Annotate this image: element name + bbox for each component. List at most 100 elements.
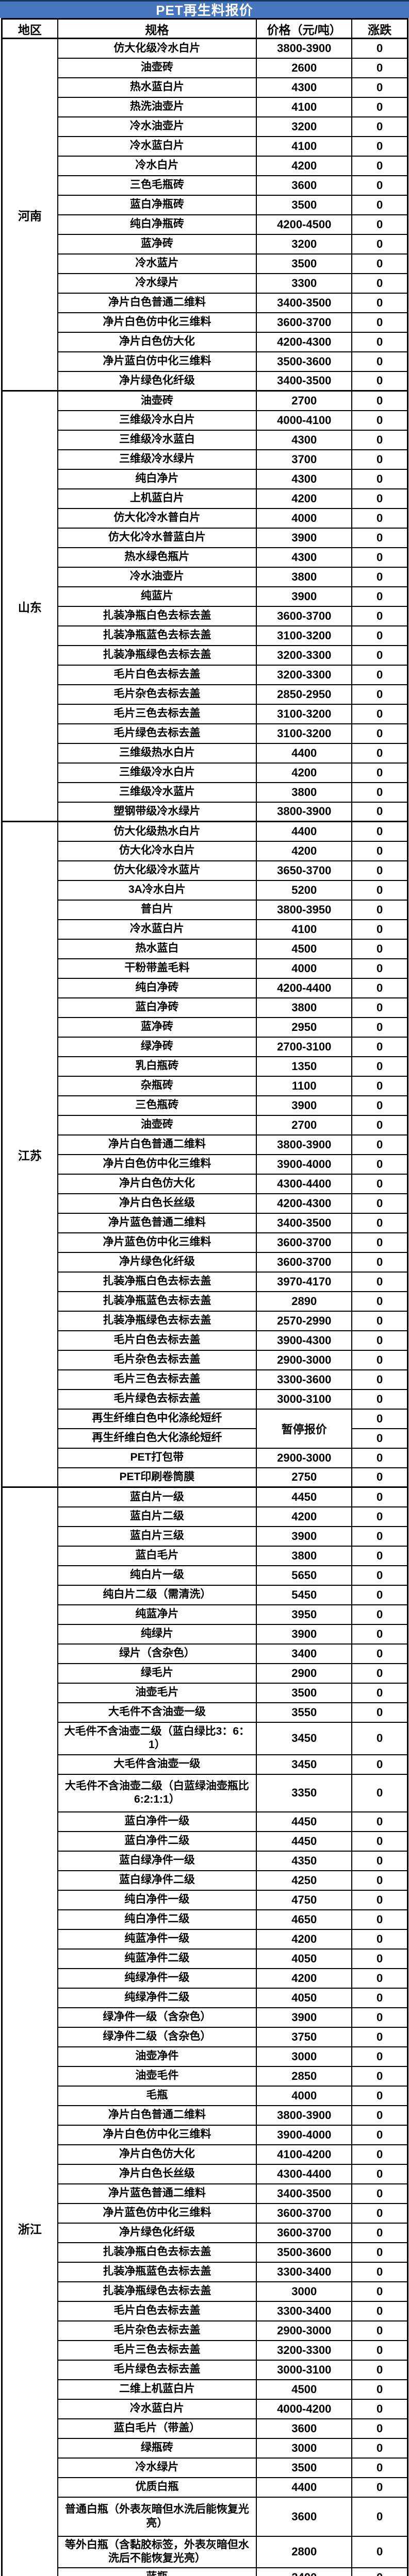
price-cell: 3800-3950 — [256, 899, 353, 920]
price-cell: 3200-3300 — [256, 664, 353, 685]
spec-cell: 净片白色普通二维料 — [57, 2105, 257, 2126]
table-row: 毛片三色去标去盖 3300-3600 0 — [2, 1369, 408, 1390]
price-cell: 2900 — [256, 1663, 353, 1684]
price-cell: 4300-4400 — [256, 2163, 353, 2184]
price-table: 地区 规格 价格（元/吨） 涨跌 河南 仿大化级冷水白片 3800-3900 0 油壶砖… — [1, 18, 408, 2576]
spec-cell: 毛片杂色去标去盖 — [57, 684, 257, 705]
change-cell: 0 — [351, 2124, 408, 2145]
spec-cell: 净片白色仿大化 — [57, 331, 257, 352]
table-row: 冷水油壶片 3200 0 — [2, 116, 408, 137]
change-cell: 0 — [351, 370, 408, 392]
price-cell: 4000-4100 — [256, 410, 353, 431]
price-cell: 3800-3900 — [256, 38, 353, 59]
change-cell: 0 — [351, 958, 408, 979]
price-cell: 4300 — [256, 547, 353, 568]
spec-cell: 毛片三色去标去盖 — [57, 2340, 257, 2361]
price-cell: 2850 — [256, 2065, 353, 2087]
change-cell: 0 — [351, 1349, 408, 1370]
spec-cell: 蓝净砖 — [57, 233, 257, 255]
spec-cell: 三维级冷水白片 — [57, 762, 257, 783]
spec-cell: 冷水油壶片 — [57, 566, 257, 587]
change-cell: 0 — [351, 919, 408, 940]
spec-cell: 毛片白色去标去盖 — [57, 664, 257, 685]
table-row: 江苏 仿大化级热水白片 4400 0 — [1, 821, 408, 1488]
change-cell: 0 — [351, 1850, 408, 1871]
change-cell: 0 — [351, 1271, 408, 1292]
price-cell: 4000 — [256, 958, 353, 979]
change-cell: 0 — [351, 1754, 408, 1775]
change-cell: 0 — [351, 997, 408, 1018]
change-cell: 0 — [351, 1193, 408, 1214]
spec-cell: 蓝白净件一级 — [57, 1811, 257, 1832]
table-row: 净片白色普通二维料 3400-3500 0 — [2, 292, 408, 313]
spec-cell: 毛片绿色去标去盖 — [57, 723, 257, 744]
spec-cell: 蓝白片一级 — [57, 1486, 257, 1507]
spec-cell: 净片白色长丝级 — [57, 1193, 257, 1214]
price-cell: 3600-3700 — [256, 1251, 353, 1273]
spec-cell: 毛片杂色去标去盖 — [57, 1349, 257, 1370]
table-row: 绿净砖 2700-3100 0 — [2, 1036, 408, 1057]
change-cell: 0 — [351, 116, 408, 137]
table-row: 净片白色仿中化三维料 3900-4000 0 — [2, 1154, 408, 1175]
change-cell: 0 — [351, 2261, 408, 2282]
table-row: 塑钢带级冷水绿片 3800-3900 0 — [2, 801, 408, 822]
spec-cell: 油壶毛件 — [57, 2065, 257, 2087]
change-cell: 0 — [351, 1075, 408, 1096]
table-row: 扎装净瓶蓝色去标去盖 2890 0 — [2, 1291, 408, 1312]
change-cell: 0 — [351, 527, 408, 548]
table-row: 普通白瓶（外表灰暗但水洗后能恢复光亮） 3600 0 — [2, 2496, 408, 2537]
spec-cell: 乳白瓶砖 — [57, 1056, 257, 1077]
table-row: 热水蓝白片 4300 0 — [2, 77, 408, 98]
spec-cell: 纯绿净件一级 — [57, 1968, 257, 1989]
change-cell: 0 — [351, 586, 408, 607]
change-cell: 0 — [351, 2144, 408, 2165]
table-row: 毛片三色去标去盖 3200-3300 0 — [2, 2340, 408, 2361]
table-row: 蓝白片二级 4200 0 — [2, 1506, 408, 1527]
price-cell: 2890 — [256, 1291, 353, 1312]
price-cell: 5200 — [256, 879, 353, 901]
change-cell: 0 — [351, 2437, 408, 2459]
table-row: 油壶毛片 3500 0 — [2, 1682, 408, 1703]
price-cell: 3300-3400 — [256, 2261, 353, 2282]
spec-cell: 冷水蓝白片 — [57, 2398, 257, 2419]
price-cell: 3600-3700 — [256, 2222, 353, 2243]
change-cell: 0 — [351, 1447, 408, 1468]
spec-cell: 纯白片一级 — [57, 1565, 257, 1586]
price-cell: 4400 — [256, 742, 353, 764]
change-cell: 0 — [351, 605, 408, 626]
table-row: 等外白瓶（含黏胶标签，外表灰暗但水洗后不能恢复光亮） 2800 0 — [2, 2535, 408, 2568]
spec-cell: 净片蓝色普通二维料 — [57, 2183, 257, 2204]
table-row: 三维级冷水绿片 3700 0 — [2, 449, 408, 470]
price-cell: 4200 — [256, 1968, 353, 1989]
price-cell: 3600 — [256, 2496, 353, 2537]
spec-cell: 蓝白毛片（带盖） — [57, 2418, 257, 2439]
change-cell: 0 — [351, 782, 408, 803]
table-row: 3A冷水白片 5200 0 — [2, 879, 408, 901]
change-cell: 0 — [351, 253, 408, 274]
change-cell: 0 — [351, 488, 408, 509]
spec-cell: 纯白净件二级 — [57, 1909, 257, 1930]
table-row: 纯白净件二级 4650 0 — [2, 1909, 408, 1930]
change-cell: 0 — [351, 1212, 408, 1233]
change-cell: 0 — [351, 1987, 408, 2008]
spec-cell: 三维级热水白片 — [57, 742, 257, 764]
table-row: 纯白片二级（需清洗） 5450 0 — [2, 1584, 408, 1605]
spec-cell: 仿大化级热水白片 — [57, 821, 257, 842]
spec-cell: 净片绿色化纤级 — [57, 1251, 257, 1273]
change-cell: 0 — [351, 938, 408, 959]
price-cell: 3900 — [256, 586, 353, 607]
table-row: 三维级热水白片 4400 0 — [2, 742, 408, 764]
spec-cell: 扎装净瓶绿色去标去盖 — [57, 2281, 257, 2302]
table-row: 毛片绿色去标去盖 3000-3100 0 — [2, 2359, 408, 2380]
table-row: 毛片绿色去标去盖 3100-3200 0 — [2, 723, 408, 744]
spec-cell: 纯绿净件二级 — [57, 1987, 257, 2008]
table-row: 再生纤维白色大化涤纶短纤 0 — [2, 1428, 408, 1449]
spec-cell: 蓝白绿净件二级 — [57, 1870, 257, 1891]
change-cell: 0 — [351, 801, 408, 822]
table-row: 净片白色仿大化 4300-4400 0 — [2, 1173, 408, 1194]
table-row: 扎装净瓶蓝色去标去盖 3100-3200 0 — [2, 625, 408, 646]
table-row: 扎装净瓶绿色去标去盖 3000 0 — [2, 2281, 408, 2302]
table-row: 二维上机蓝白片 4500 0 — [2, 2379, 408, 2400]
change-cell: 0 — [351, 684, 408, 705]
table-row: 净片绿色化纤级 3600-3700 0 — [2, 2222, 408, 2243]
